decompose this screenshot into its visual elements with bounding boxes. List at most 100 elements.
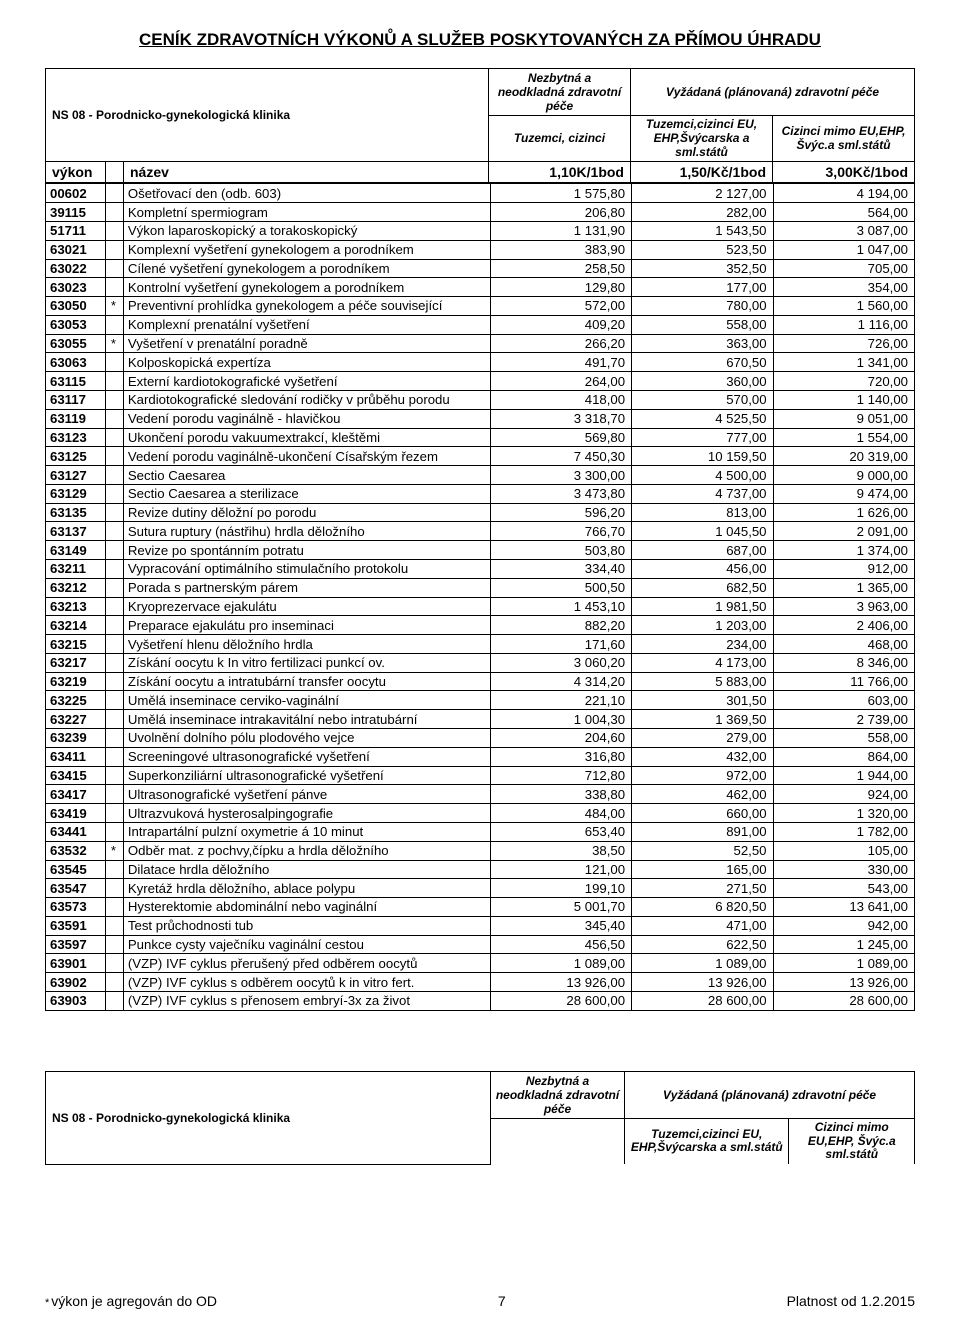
- cell-v1: 266,20: [490, 334, 631, 353]
- cell-v3: 13 641,00: [773, 898, 914, 917]
- price-table: 00602Ošetřovací den (odb. 603)1 575,802 …: [45, 183, 915, 1010]
- cell-v1: 1 004,30: [490, 710, 631, 729]
- cell-v1: 338,80: [490, 785, 631, 804]
- cell-v3: 1 365,00: [773, 578, 914, 597]
- cell-v1: 206,80: [490, 203, 631, 222]
- cell-name: Vedení porodu vaginálně - hlavičkou: [123, 409, 490, 428]
- table-row: 63547Kyretáž hrdla děložního, ablace pol…: [46, 879, 915, 898]
- cell-v1: 1 089,00: [490, 954, 631, 973]
- cell-name: Screeningové ultrasonografické vyšetření: [123, 747, 490, 766]
- table-row: 63419Ultrazvuková hysterosalpingografie4…: [46, 804, 915, 823]
- cell-star: *: [105, 297, 123, 316]
- cell-name: Vyšetření v prenatální poradně: [123, 334, 490, 353]
- cell-v3: 1 089,00: [773, 954, 914, 973]
- table-row: 63023Kontrolní vyšetření gynekologem a p…: [46, 278, 915, 297]
- cell-name: Komplexní vyšetření gynekologem a porodn…: [123, 240, 490, 259]
- cell-v2: 177,00: [632, 278, 773, 297]
- cell-v3: 603,00: [773, 691, 914, 710]
- cell-star: [105, 447, 123, 466]
- table-row: 63127Sectio Caesarea3 300,004 500,009 00…: [46, 466, 915, 485]
- cell-star: [105, 804, 123, 823]
- cell-v2: 301,50: [632, 691, 773, 710]
- cell-star: [105, 221, 123, 240]
- cell-v1: 334,40: [490, 560, 631, 579]
- cell-name: Kardiotokografické sledování rodičky v p…: [123, 390, 490, 409]
- footer-right-text: Platnost od 1.2.2015: [787, 1293, 915, 1309]
- cell-code: 63053: [46, 315, 106, 334]
- cell-v1: 129,80: [490, 278, 631, 297]
- hdr-planned-2: Vyžádaná (plánovaná) zdravotní péče: [625, 1071, 915, 1118]
- table-row: 63021Komplexní vyšetření gynekologem a p…: [46, 240, 915, 259]
- table-row: 63212Porada s partnerským párem500,50682…: [46, 578, 915, 597]
- cell-v3: 1 944,00: [773, 766, 914, 785]
- cell-name: Sutura ruptury (nástřihu) hrdla děložníh…: [123, 522, 490, 541]
- cell-v3: 705,00: [773, 259, 914, 278]
- cell-v1: 409,20: [490, 315, 631, 334]
- cell-v1: 418,00: [490, 390, 631, 409]
- cell-v3: 1 116,00: [773, 315, 914, 334]
- cell-v3: 2 406,00: [773, 616, 914, 635]
- cell-name: Kyretáž hrdla děložního, ablace polypu: [123, 879, 490, 898]
- cell-v3: 1 047,00: [773, 240, 914, 259]
- cell-v2: 1 369,50: [632, 710, 773, 729]
- cell-v3: 13 926,00: [773, 973, 914, 992]
- cell-v3: 864,00: [773, 747, 914, 766]
- cell-star: [105, 390, 123, 409]
- cell-v2: 2 127,00: [632, 184, 773, 203]
- cell-code: 63115: [46, 372, 106, 391]
- cell-name: Vedení porodu vaginálně-ukončení Císařsk…: [123, 447, 490, 466]
- cell-code: 63129: [46, 484, 106, 503]
- cell-code: 63417: [46, 785, 106, 804]
- cell-code: 63441: [46, 822, 106, 841]
- cell-code: 63901: [46, 954, 106, 973]
- cell-v2: 622,50: [632, 935, 773, 954]
- cell-code: 63212: [46, 578, 106, 597]
- table-row: 63239Uvolnění dolního pólu plodového vej…: [46, 729, 915, 748]
- cell-v2: 780,00: [632, 297, 773, 316]
- col-nazev: název: [124, 162, 489, 183]
- cell-v2: 462,00: [632, 785, 773, 804]
- table-row: 63215Vyšetření hlenu děložního hrdla171,…: [46, 635, 915, 654]
- table-row: 63415Superkonziliární ultrasonografické …: [46, 766, 915, 785]
- cell-star: [105, 278, 123, 297]
- table-row: 63227Umělá inseminace intrakavitální neb…: [46, 710, 915, 729]
- cell-v2: 1 543,50: [632, 221, 773, 240]
- cell-v1: 3 473,80: [490, 484, 631, 503]
- cell-code: 63123: [46, 428, 106, 447]
- cell-name: Sectio Caesarea: [123, 466, 490, 485]
- cell-v3: 1 341,00: [773, 353, 914, 372]
- cell-v2: 28 600,00: [632, 991, 773, 1010]
- cell-code: 63215: [46, 635, 106, 654]
- cell-star: [105, 935, 123, 954]
- cell-star: [105, 466, 123, 485]
- cell-star: [105, 259, 123, 278]
- table-row: 63022Cílené vyšetření gynekologem a poro…: [46, 259, 915, 278]
- cell-name: Umělá inseminace cerviko-vaginální: [123, 691, 490, 710]
- table-row: 63532*Odběr mat. z pochvy,čípku a hrdla …: [46, 841, 915, 860]
- cell-name: Preventivní prohlídka gynekologem a péče…: [123, 297, 490, 316]
- table-row: 63053Komplexní prenatální vyšetření409,2…: [46, 315, 915, 334]
- cell-v1: 3 060,20: [490, 653, 631, 672]
- cell-name: Vypracování optimálního stimulačního pro…: [123, 560, 490, 579]
- cell-v1: 503,80: [490, 541, 631, 560]
- cell-v1: 1 575,80: [490, 184, 631, 203]
- hdr-sub-mid: Tuzemci,cizinci EU, EHP,Švýcarska a sml.…: [631, 116, 773, 162]
- cell-v2: 279,00: [632, 729, 773, 748]
- cell-v1: 316,80: [490, 747, 631, 766]
- cell-v3: 726,00: [773, 334, 914, 353]
- hdr-sub-mid-2: Tuzemci,cizinci EU, EHP,Švýcarska a sml.…: [625, 1118, 789, 1164]
- price-header-table-2: NS 08 - Porodnicko-gynekologická klinika…: [45, 1071, 915, 1165]
- cell-v3: 2 739,00: [773, 710, 914, 729]
- cell-star: [105, 898, 123, 917]
- cell-star: [105, 541, 123, 560]
- cell-star: [105, 916, 123, 935]
- cell-star: [105, 203, 123, 222]
- cell-code: 63225: [46, 691, 106, 710]
- table-row: 00602Ošetřovací den (odb. 603)1 575,802 …: [46, 184, 915, 203]
- cell-v2: 471,00: [632, 916, 773, 935]
- cell-code: 63411: [46, 747, 106, 766]
- cell-v2: 13 926,00: [632, 973, 773, 992]
- cell-name: Cílené vyšetření gynekologem a porodníke…: [123, 259, 490, 278]
- cell-star: [105, 822, 123, 841]
- table-row: 63063Kolposkopická expertíza491,70670,50…: [46, 353, 915, 372]
